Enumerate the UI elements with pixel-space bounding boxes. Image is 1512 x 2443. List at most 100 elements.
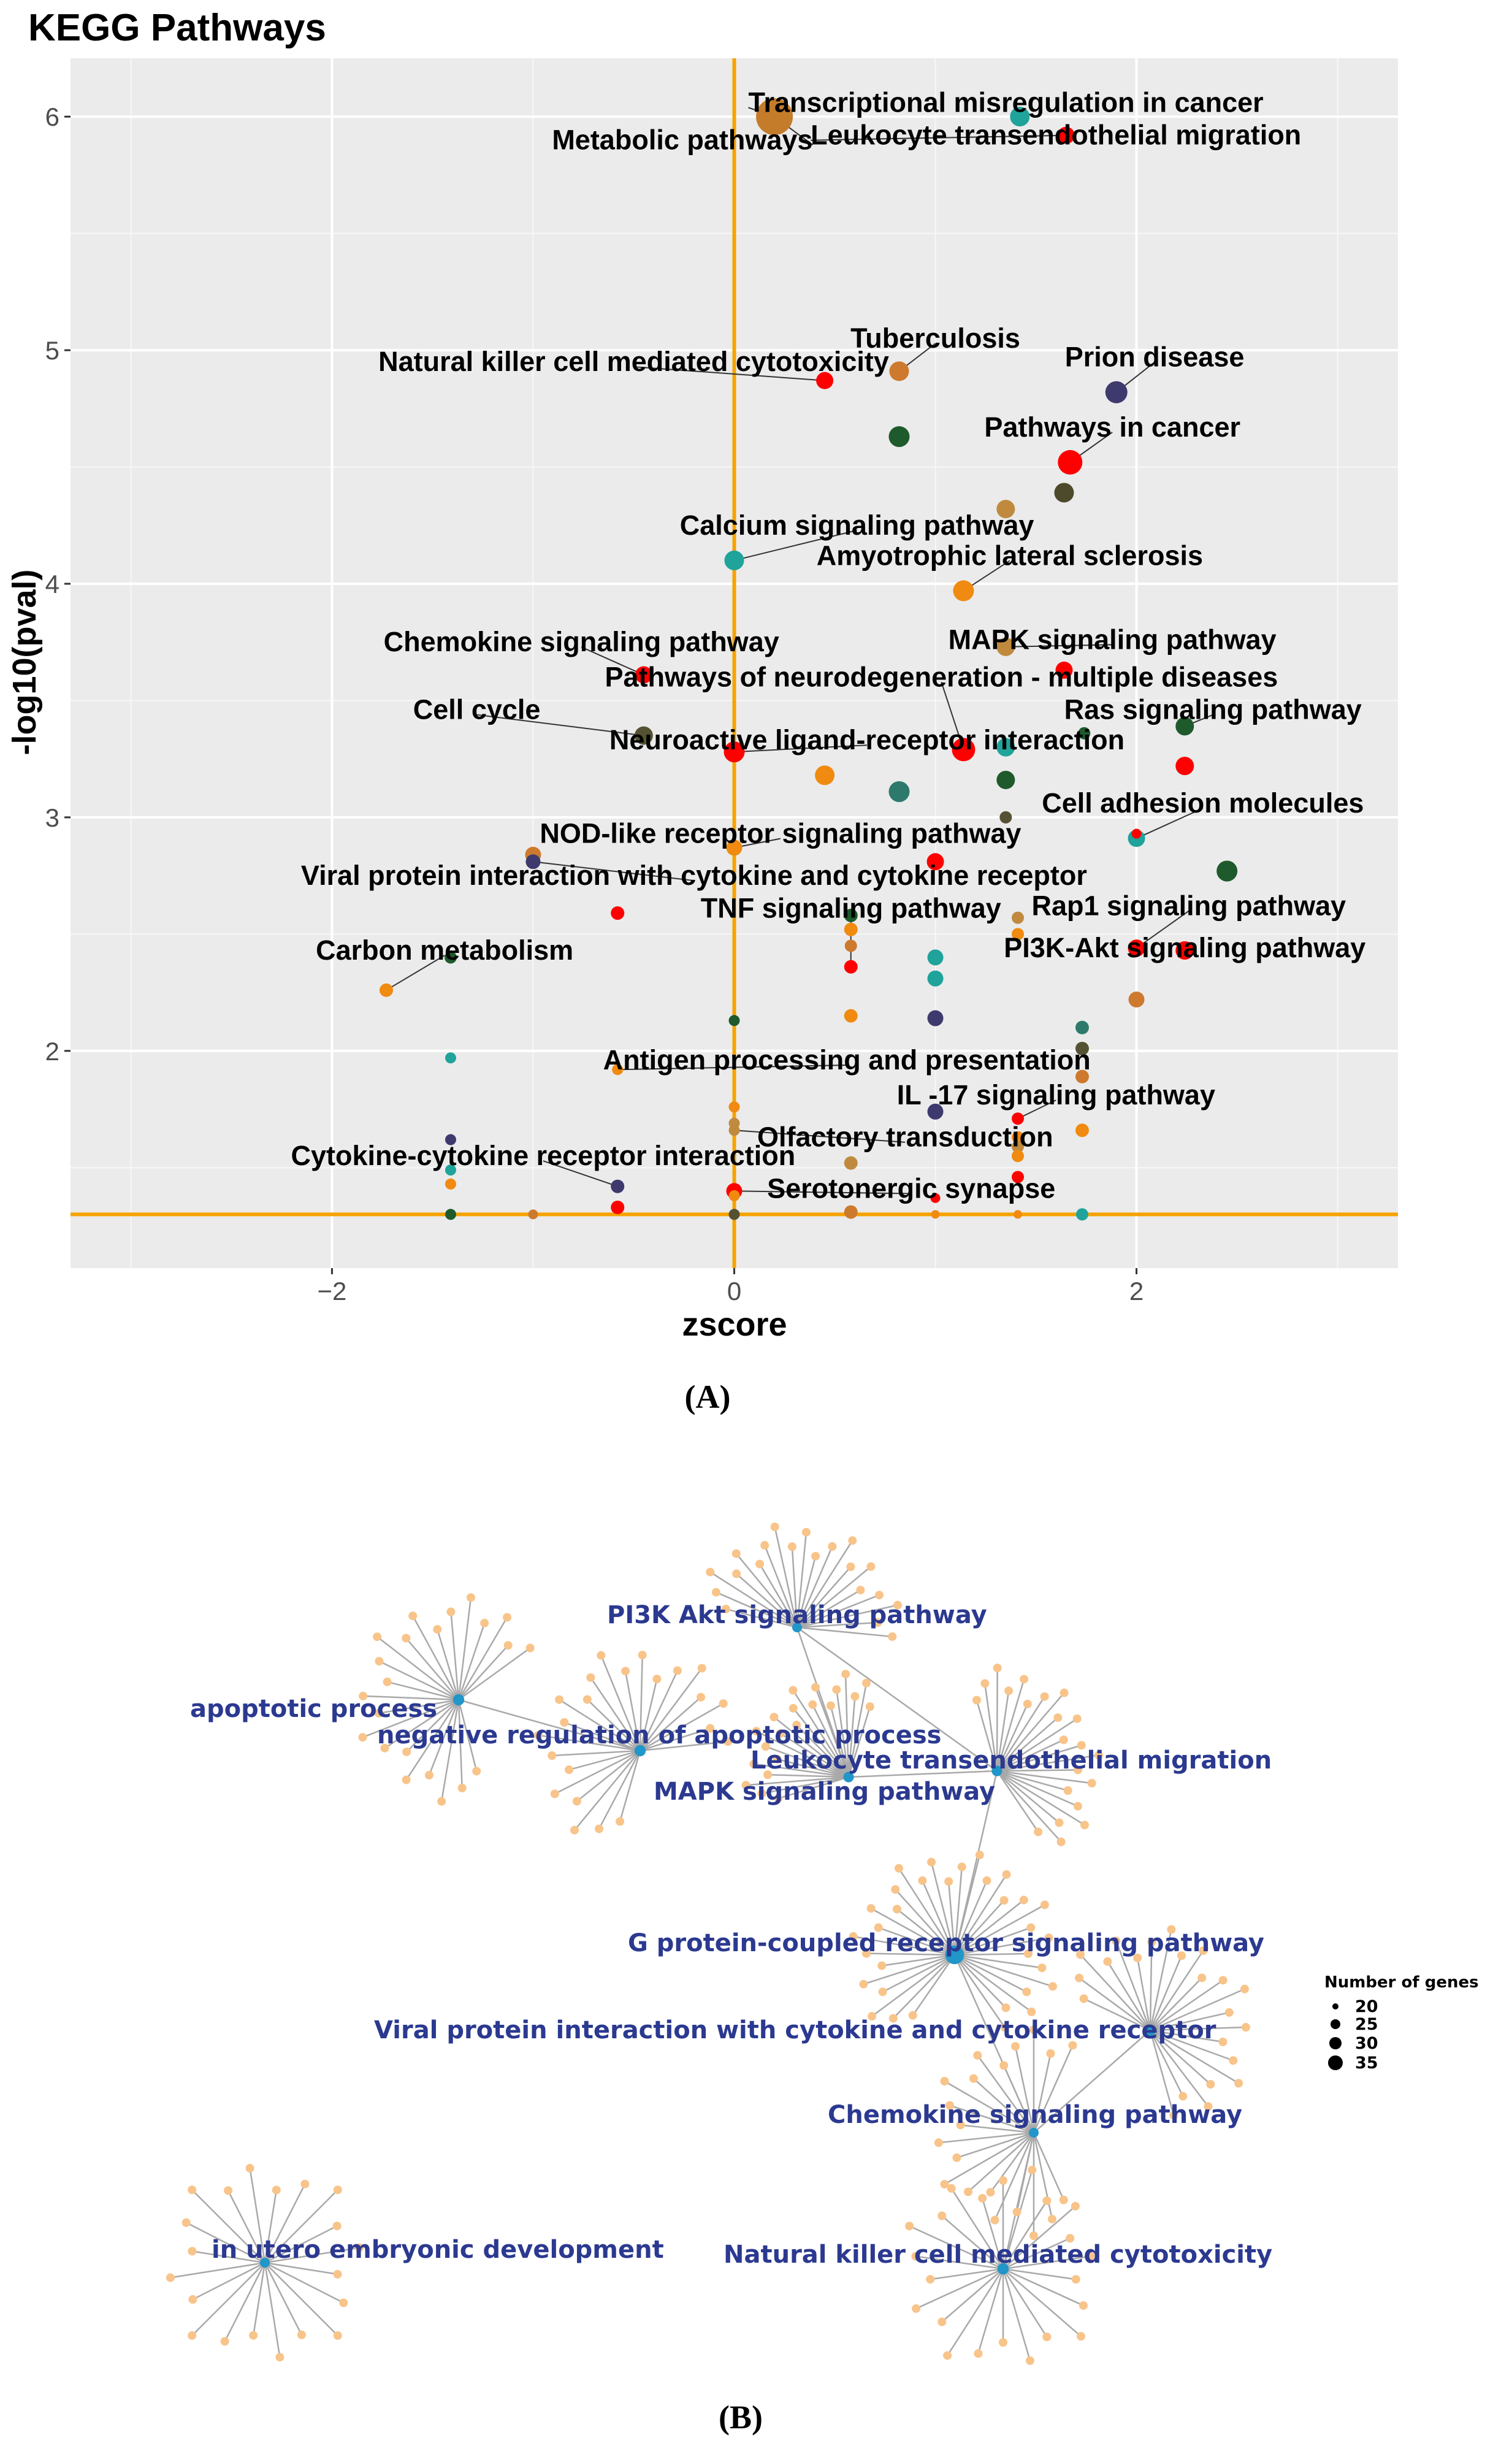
gene-node xyxy=(1076,2332,1085,2341)
gene-edge xyxy=(735,1553,798,1628)
gene-node xyxy=(848,1536,857,1545)
x-tick-label: 2 xyxy=(1129,1277,1144,1306)
gene-edge xyxy=(954,1927,1031,1956)
gene-node xyxy=(888,1632,897,1641)
gene-edge xyxy=(1149,2030,1184,2097)
data-point xyxy=(1057,126,1075,144)
gene-node xyxy=(1071,2201,1080,2211)
gene-edge xyxy=(996,1718,1078,1772)
gene-node xyxy=(550,1789,559,1799)
pathway-label: Rap1 signaling pathway xyxy=(1032,890,1346,922)
gene-edge xyxy=(796,1594,880,1629)
pathway-label: Cell adhesion molecules xyxy=(1042,787,1364,819)
gene-node xyxy=(752,1727,761,1736)
gene-node xyxy=(1063,1786,1072,1795)
y-tick-label: 6 xyxy=(45,102,59,131)
gene-edge xyxy=(953,1954,1006,2028)
gene-edge xyxy=(224,2262,266,2342)
gene-edge xyxy=(457,1597,472,1700)
gene-edge xyxy=(1107,1961,1151,2031)
gene-node xyxy=(945,2101,955,2110)
gene-edge xyxy=(1002,2268,1082,2337)
gene-node xyxy=(1234,2079,1243,2088)
gene-edge xyxy=(981,2198,1004,2269)
data-point xyxy=(1012,1131,1025,1144)
label-leader-line xyxy=(1136,910,1189,949)
gene-node xyxy=(1040,1900,1049,1910)
gene-node xyxy=(1073,1765,1082,1775)
gene-node xyxy=(272,2185,281,2195)
gene-node xyxy=(503,1641,513,1650)
data-point xyxy=(445,1052,456,1064)
gene-node xyxy=(1147,1938,1156,1947)
gene-node xyxy=(706,1724,715,1733)
label-leader-line xyxy=(734,529,857,561)
gene-node xyxy=(339,2298,348,2307)
gene-node xyxy=(999,2061,1009,2070)
gene-edge xyxy=(796,1556,817,1628)
data-point xyxy=(1175,757,1194,776)
gene-edge xyxy=(640,1702,724,1752)
gene-node xyxy=(969,2074,978,2083)
gene-node xyxy=(986,2188,995,2197)
pathway-label: Carbon metabolism xyxy=(316,935,573,966)
data-point xyxy=(844,1009,858,1023)
gene-edge xyxy=(1033,2132,1064,2201)
gene-edge xyxy=(1150,2030,1209,2107)
gene-node xyxy=(402,1775,411,1784)
gene-node xyxy=(586,1673,595,1682)
gene-node xyxy=(741,1781,750,1790)
gene-edge xyxy=(264,2189,338,2263)
gene-edge xyxy=(640,1740,728,1752)
gene-edge xyxy=(1002,2200,1048,2269)
gene-node xyxy=(1023,1699,1032,1708)
data-point xyxy=(844,1156,858,1170)
gene-edge xyxy=(796,1566,852,1628)
x-axis-title: zscore xyxy=(682,1306,787,1343)
term-node xyxy=(991,1765,1002,1776)
gene-edge xyxy=(953,1854,981,1956)
data-point xyxy=(1075,1020,1089,1034)
gene-node xyxy=(224,2186,233,2195)
term-label-negative-regulation-apoptotic: negative regulation of apoptotic process xyxy=(377,1721,942,1749)
gene-edge xyxy=(866,1952,955,1956)
gene-node xyxy=(1075,1973,1084,1982)
pathway-label: Natural killer cell mediated cytotoxicit… xyxy=(378,346,889,377)
gene-node xyxy=(760,1541,769,1550)
gene-node xyxy=(918,1876,927,1885)
term-node xyxy=(1144,2024,1156,2036)
data-point xyxy=(816,372,834,389)
gene-edge xyxy=(1150,1977,1203,2031)
gene-edge xyxy=(994,2132,1035,2221)
pathway-label: PI3K-Akt signaling pathway xyxy=(1004,932,1365,963)
gene-node xyxy=(1059,1735,1068,1745)
gene-node xyxy=(1177,1951,1186,1960)
gene-node xyxy=(1023,1949,1033,1959)
data-point xyxy=(926,853,944,871)
gene-node xyxy=(380,1743,389,1753)
gene-node xyxy=(999,1896,1009,1905)
data-point xyxy=(1128,939,1145,957)
data-point xyxy=(612,1064,624,1076)
gene-edge xyxy=(780,1732,849,1778)
data-point xyxy=(996,500,1015,519)
gene-edge xyxy=(996,1770,1092,1784)
gene-node xyxy=(873,1618,882,1627)
gene-node xyxy=(1034,1827,1043,1837)
term-node xyxy=(945,1945,964,1965)
data-point xyxy=(1105,381,1128,403)
gene-node xyxy=(826,1701,835,1710)
data-point xyxy=(844,939,857,952)
gene-edge xyxy=(1149,1929,1172,2031)
data-point xyxy=(1058,449,1083,475)
gene-node xyxy=(957,1862,966,1871)
gene-edge xyxy=(896,1908,955,1956)
data-point xyxy=(844,1205,858,1219)
gene-edge xyxy=(882,1954,955,1967)
data-point xyxy=(1175,941,1194,960)
data-point xyxy=(1075,1041,1089,1055)
gene-edge xyxy=(954,1954,1027,1993)
gene-edge xyxy=(538,1734,641,1752)
gene-node xyxy=(849,1932,858,1941)
gene-edge xyxy=(1002,2238,1071,2270)
